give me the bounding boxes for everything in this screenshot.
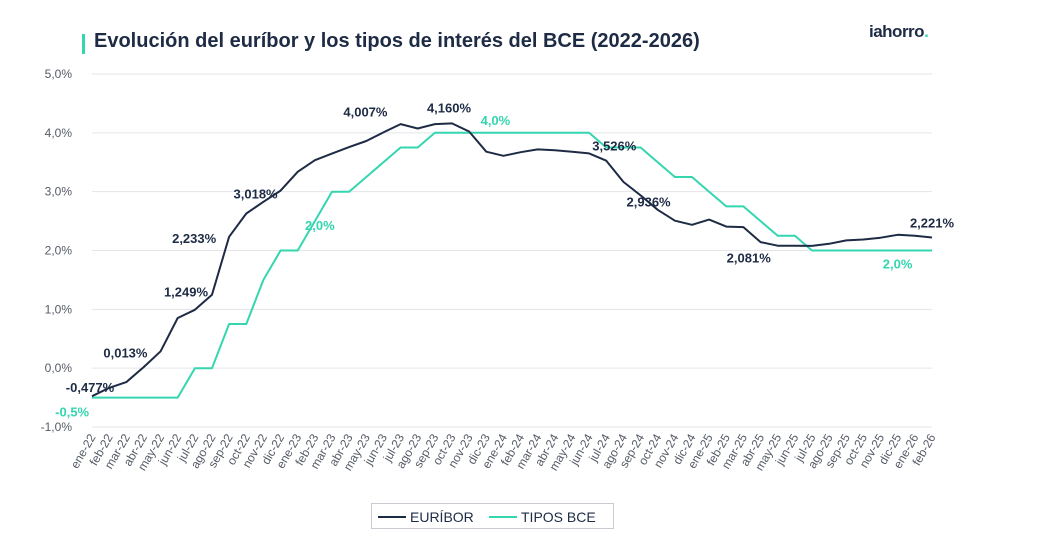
data-labels: -0,477% 0,013% 1,249% 2,233% 3,018% 4,007% 4,1… — [55, 100, 954, 419]
data-label: 2,233% — [172, 231, 217, 246]
data-label: -0,477% — [66, 380, 115, 395]
data-label: 3,526% — [592, 139, 637, 154]
data-label: 2,936% — [627, 194, 672, 209]
data-label: 1,249% — [164, 285, 209, 300]
legend-swatch-euribor — [378, 516, 406, 518]
legend: EURÍBOR TIPOS BCE — [371, 503, 614, 529]
brand-logo: iahorro. — [869, 22, 929, 42]
series-line-bce — [92, 131, 932, 399]
title-accent-bar — [82, 34, 85, 54]
legend-label-bce: TIPOS BCE — [521, 509, 596, 525]
legend-item-bce: TIPOS BCE — [489, 509, 596, 525]
y-tick-label: 0,0% — [45, 361, 73, 375]
y-tick-label: 5,0% — [45, 67, 73, 81]
brand-dot: . — [924, 22, 929, 41]
x-axis-tick-labels: ene-22feb-22mar-22abr-22may-22jun-22jul-… — [68, 431, 939, 473]
series-lines — [91, 122, 933, 399]
grid-lines — [92, 73, 932, 428]
y-tick-label: 3,0% — [45, 185, 73, 199]
chart-title: Evolución del euríbor y los tipos de int… — [94, 30, 700, 52]
y-tick-label: 2,0% — [45, 244, 73, 258]
y-tick-label: 4,0% — [45, 126, 73, 140]
data-label: 4,0% — [481, 113, 511, 128]
data-label: 2,0% — [883, 257, 913, 272]
series-line-euribor — [91, 122, 933, 398]
data-label: -0,5% — [55, 405, 89, 420]
y-tick-label: -1,0% — [41, 420, 73, 434]
data-label: 4,160% — [427, 100, 472, 115]
data-label: 2,081% — [727, 251, 772, 266]
data-label: 0,013% — [103, 345, 148, 360]
brand-name: iahorro — [869, 22, 925, 41]
data-label: 2,0% — [305, 218, 335, 233]
legend-label-euribor: EURÍBOR — [410, 509, 474, 525]
data-label: 4,007% — [343, 104, 388, 119]
data-label: 2,221% — [910, 215, 955, 230]
y-axis-tick-labels: -1,0% 0,0% 1,0% 2,0% 3,0% 4,0% 5,0% — [41, 67, 73, 434]
y-tick-label: 1,0% — [45, 302, 73, 316]
legend-swatch-bce — [489, 516, 517, 518]
legend-item-euribor: EURÍBOR — [378, 509, 474, 525]
data-label: 3,018% — [234, 187, 279, 202]
